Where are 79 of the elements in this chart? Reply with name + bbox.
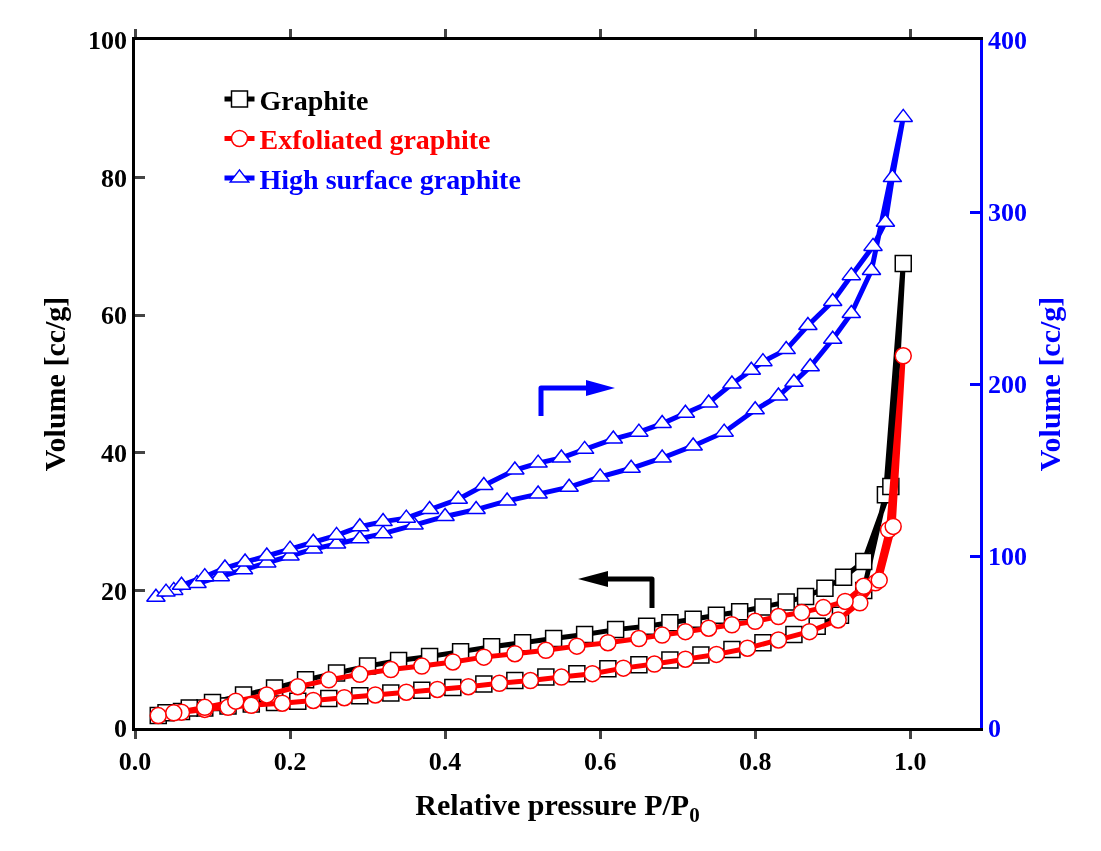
y-tick-label: 100 xyxy=(88,26,128,56)
legend-label: High surface graphite xyxy=(259,163,521,195)
point xyxy=(459,677,478,696)
x-tick-label: 0.6 xyxy=(583,746,617,776)
point xyxy=(630,629,648,648)
point xyxy=(854,552,873,571)
y2-tick-label: 200 xyxy=(987,370,1027,400)
y2-tick-label: 100 xyxy=(987,542,1027,572)
point xyxy=(273,694,292,712)
point xyxy=(537,641,555,659)
legend-label: Graphite xyxy=(259,85,369,117)
point xyxy=(754,598,772,616)
point xyxy=(428,680,447,699)
point xyxy=(583,664,602,683)
y-tick-label: 0 xyxy=(114,714,128,744)
point xyxy=(738,639,757,657)
point xyxy=(894,347,912,365)
point xyxy=(599,633,617,652)
point xyxy=(829,611,847,629)
point xyxy=(351,665,369,684)
point xyxy=(382,660,400,679)
x-tick-label: 0.0 xyxy=(118,746,152,776)
point xyxy=(769,607,788,626)
point xyxy=(506,644,524,663)
y-tick-label: 40 xyxy=(101,438,128,468)
point xyxy=(475,648,493,666)
x-tick-label: 1.0 xyxy=(893,746,927,776)
point xyxy=(769,631,788,649)
point xyxy=(777,593,795,611)
y2-tick-label: 0 xyxy=(987,714,1001,744)
point xyxy=(854,577,873,596)
y-tick-label: 80 xyxy=(101,163,128,193)
point xyxy=(870,571,888,589)
x-tick-label: 0.2 xyxy=(273,746,307,776)
point xyxy=(258,686,276,704)
y2-tick-label: 300 xyxy=(987,198,1027,228)
y2-tick-label: 400 xyxy=(987,26,1027,56)
point xyxy=(796,587,815,606)
point xyxy=(894,254,912,273)
point xyxy=(676,650,695,668)
y-axis-title: Volume [cc/g] xyxy=(38,296,72,472)
point xyxy=(304,691,323,710)
point xyxy=(444,653,462,671)
point xyxy=(836,592,854,611)
point xyxy=(227,692,245,710)
y2-axis-title: Volume [cc/g] xyxy=(1033,296,1067,472)
point xyxy=(645,655,664,673)
point xyxy=(707,606,726,624)
point xyxy=(165,704,183,722)
point xyxy=(800,622,819,641)
x-tick-label: 0.8 xyxy=(738,746,772,776)
point xyxy=(834,568,853,587)
point xyxy=(676,622,695,641)
point xyxy=(707,645,726,664)
point xyxy=(814,598,833,617)
point xyxy=(723,616,741,634)
point xyxy=(366,686,385,704)
point xyxy=(816,579,834,598)
point xyxy=(413,657,431,675)
y-tick-label: 60 xyxy=(101,301,128,331)
point xyxy=(746,612,764,631)
point xyxy=(335,688,354,707)
point xyxy=(699,619,718,637)
point xyxy=(320,671,338,689)
x-axis-title: Relative pressure P/P$_{0}$ xyxy=(415,788,700,827)
point xyxy=(397,683,416,701)
point xyxy=(614,659,633,677)
point xyxy=(851,594,869,612)
point xyxy=(521,671,540,690)
point xyxy=(653,626,671,644)
point xyxy=(552,668,571,686)
point xyxy=(490,674,509,693)
point xyxy=(289,677,307,696)
legend-label: Exfoliated graphite xyxy=(259,124,491,156)
y-tick-label: 20 xyxy=(101,576,128,606)
point xyxy=(884,517,902,536)
point xyxy=(792,603,811,622)
x-tick-label: 0.4 xyxy=(428,746,462,776)
point xyxy=(568,637,586,655)
